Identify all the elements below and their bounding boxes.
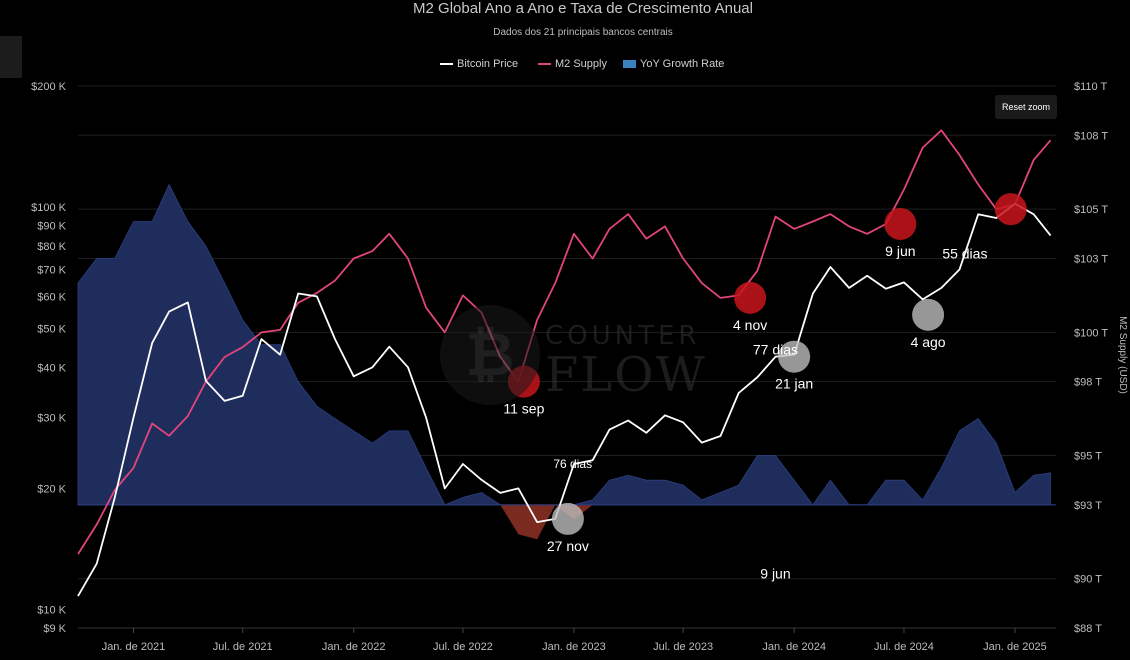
y-left-tick-label: $90 K — [37, 221, 66, 233]
x-tick-label: Jan. de 2024 — [762, 641, 826, 653]
y-right-tick-label: $95 T — [1074, 451, 1102, 463]
y-left-tick-label: $60 K — [37, 291, 66, 303]
legend-group: Bitcoin Price M2 Supply YoY Growth Rate — [440, 58, 724, 70]
y-right-axis-title: M2 Supply (USD) — [1117, 316, 1128, 394]
legend-swatch — [623, 60, 636, 68]
y-left-tick-label: $9 K — [43, 623, 66, 635]
y-left-tick-label: $80 K — [37, 241, 66, 253]
chart-subtitle: Dados dos 21 principais bancos centrais — [493, 27, 673, 38]
y-left-tick-label: $10 K — [37, 605, 66, 617]
y-left-tick-label: $20 K — [37, 483, 66, 495]
red-marker — [734, 281, 767, 314]
annotation-text: 55 dias — [942, 245, 987, 261]
legend-label: M2 Supply — [555, 58, 607, 70]
annotation-text: 77 dias — [753, 342, 798, 358]
marker-label: 4 nov — [733, 317, 767, 333]
legend-item[interactable]: M2 Supply — [538, 58, 607, 70]
x-tick-label: Jul. de 2024 — [874, 641, 934, 653]
y-right-tick-label: $93 T — [1074, 500, 1102, 512]
x-tick-label: Jul. de 2021 — [213, 641, 273, 653]
axes-group: $110 T $108 T $105 T $103 T $100 T $98 T $95 T… — [31, 81, 1128, 653]
watermark-bitcoin-logo: ₿ — [440, 305, 540, 405]
legend-item[interactable]: YoY Growth Rate — [623, 58, 724, 70]
y-right-tick-label: $90 T — [1074, 574, 1102, 586]
grey-marker — [912, 298, 945, 331]
y-right-tick-label: $105 T — [1074, 204, 1108, 216]
y-right-tick-label: $103 T — [1074, 253, 1108, 265]
bitcoin-price-line — [77, 202, 1052, 597]
marker-label: 9 jun — [885, 243, 915, 259]
grey-marker — [551, 502, 584, 535]
chart-title: M2 Global Ano a Ano e Taxa de Cresciment… — [413, 0, 753, 17]
y-left-tick-label: $30 K — [37, 413, 66, 425]
bitcoin-line-group — [77, 202, 1052, 597]
marker-label: 21 jan — [775, 376, 813, 392]
watermark: ₿ COUNTER FLOW — [440, 305, 720, 405]
y-right-tick-label: $88 T — [1074, 623, 1102, 635]
marker-label: 11 sep — [503, 401, 544, 417]
legend-item[interactable]: Bitcoin Price — [440, 58, 518, 70]
y-left-tick-label: $200 K — [31, 81, 67, 93]
reset-zoom-button[interactable]: Reset zoom — [995, 95, 1057, 119]
y-right-tick-label: $100 T — [1074, 327, 1108, 339]
x-tick-label: Jul. de 2023 — [653, 641, 713, 653]
sidebar-edge — [0, 36, 22, 78]
annotation-text: 76 dias — [553, 457, 592, 471]
red-marker — [994, 193, 1027, 226]
x-tick-label: Jan. de 2025 — [983, 641, 1047, 653]
y-left-tick-label: $70 K — [37, 264, 66, 276]
x-tick-label: Jan. de 2022 — [322, 641, 386, 653]
y-left-tick-label: $40 K — [37, 362, 66, 374]
marker-label: 4 ago — [911, 334, 946, 350]
watermark-line1: COUNTER — [545, 321, 701, 351]
marker-label: 27 nov — [547, 538, 589, 554]
grey-marker — [778, 340, 811, 373]
header-group: M2 Global Ano a Ano e Taxa de Cresciment… — [413, 0, 753, 38]
x-tick-label: Jan. de 2023 — [542, 641, 606, 653]
legend-label: Bitcoin Price — [457, 58, 518, 70]
y-right-tick-label: $98 T — [1074, 377, 1102, 389]
y-right-tick-label: $110 T — [1074, 81, 1108, 93]
y-left-tick-label: $50 K — [37, 323, 66, 335]
watermark-line2: FLOW — [545, 347, 707, 403]
y-right-tick-label: $108 T — [1074, 130, 1108, 142]
legend-label: YoY Growth Rate — [640, 58, 724, 70]
annotation-text: 9 jun — [760, 566, 790, 582]
y-left-tick-label: $100 K — [31, 202, 67, 214]
red-marker — [884, 207, 917, 240]
x-tick-label: Jan. de 2021 — [102, 641, 166, 653]
annotations-group: 76 dias 77 dias 55 dias 9 jun — [553, 245, 987, 581]
x-tick-label: Jul. de 2022 — [433, 641, 493, 653]
